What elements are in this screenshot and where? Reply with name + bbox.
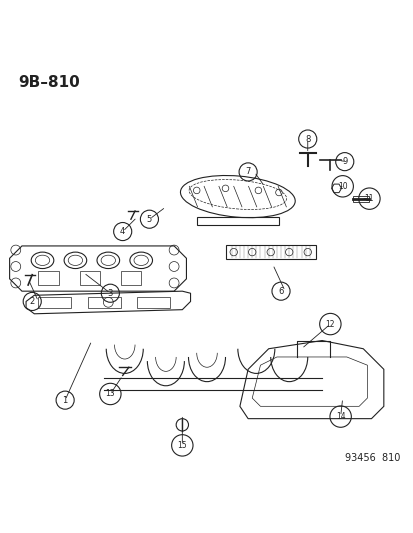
Text: 13: 13 <box>105 390 115 399</box>
Text: 14: 14 <box>335 412 344 421</box>
Text: 9: 9 <box>341 157 347 166</box>
Bar <box>88 297 120 309</box>
Bar <box>137 297 170 309</box>
Bar <box>79 271 100 285</box>
Text: 7: 7 <box>245 167 250 176</box>
Bar <box>38 271 59 285</box>
Text: 3: 3 <box>107 289 113 298</box>
Text: 9B–810: 9B–810 <box>18 75 79 90</box>
Bar <box>120 271 141 285</box>
Text: 8: 8 <box>304 134 310 143</box>
Text: 93456  810: 93456 810 <box>344 453 399 463</box>
Text: 1: 1 <box>62 395 68 405</box>
Text: 4: 4 <box>120 227 125 236</box>
Text: 10: 10 <box>337 182 347 191</box>
Text: 11: 11 <box>364 194 373 203</box>
Text: 15: 15 <box>177 441 187 450</box>
Bar <box>352 196 368 201</box>
Text: 2: 2 <box>30 297 35 306</box>
Bar <box>225 245 315 259</box>
Bar <box>38 297 71 309</box>
Text: 12: 12 <box>325 320 334 328</box>
Text: 5: 5 <box>147 215 152 224</box>
Text: 6: 6 <box>278 287 283 296</box>
